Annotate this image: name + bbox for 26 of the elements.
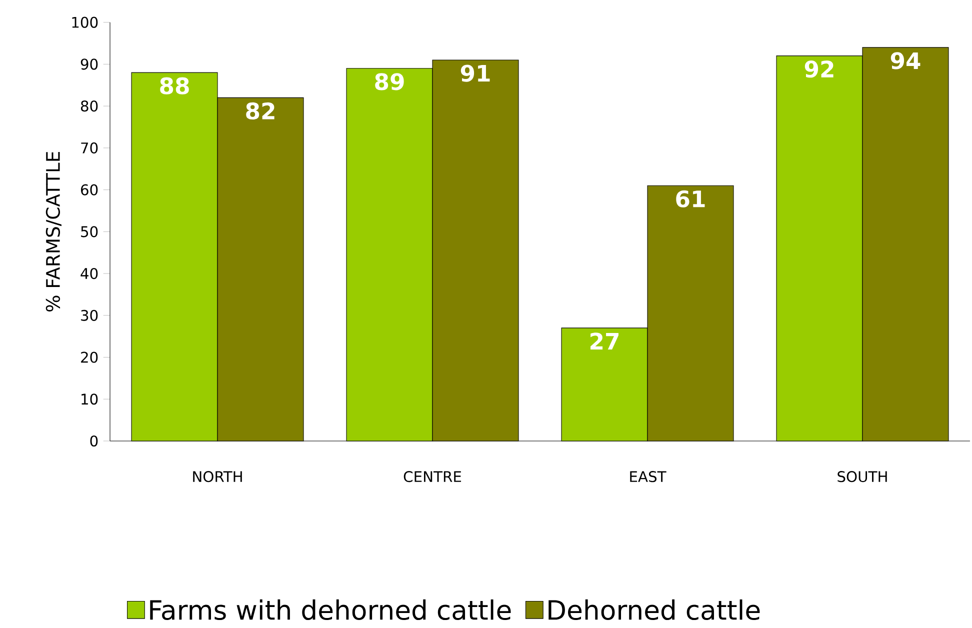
- x-tick-label: NORTH: [193, 471, 242, 482]
- y-tick-label: 20: [81, 352, 98, 363]
- x-tick-label: SOUTH: [838, 471, 887, 482]
- y-tick-label: 40: [80, 268, 98, 280]
- y-tick-label: 100: [72, 16, 98, 28]
- y-tick-label: 10: [82, 394, 98, 405]
- y-axis-title: % FARMS/CATTLE: [46, 152, 62, 312]
- legend-label: Farms with dehorned cattle: [150, 599, 511, 620]
- data-label: 94: [890, 52, 920, 70]
- data-label: 82: [246, 102, 274, 120]
- y-tick-label: 70: [81, 142, 98, 154]
- data-label: 88: [160, 77, 189, 94]
- data-label: 91: [460, 64, 490, 82]
- y-tick-label: 30: [81, 310, 98, 321]
- y-tick-label: 90: [80, 58, 98, 70]
- y-tick-label: 0: [90, 435, 98, 447]
- y-tick-label: 80: [80, 100, 98, 112]
- y-tick-label: 50: [81, 226, 98, 238]
- data-label: 27: [590, 332, 618, 350]
- data-label: 61: [676, 190, 705, 208]
- x-tick-label: EAST: [630, 471, 666, 482]
- x-tick-label: CENTRE: [404, 471, 462, 482]
- data-label: 89: [375, 73, 404, 90]
- y-tick-label: 60: [80, 184, 98, 196]
- data-label: 92: [804, 60, 834, 78]
- legend-label: Dehorned cattle: [548, 599, 760, 620]
